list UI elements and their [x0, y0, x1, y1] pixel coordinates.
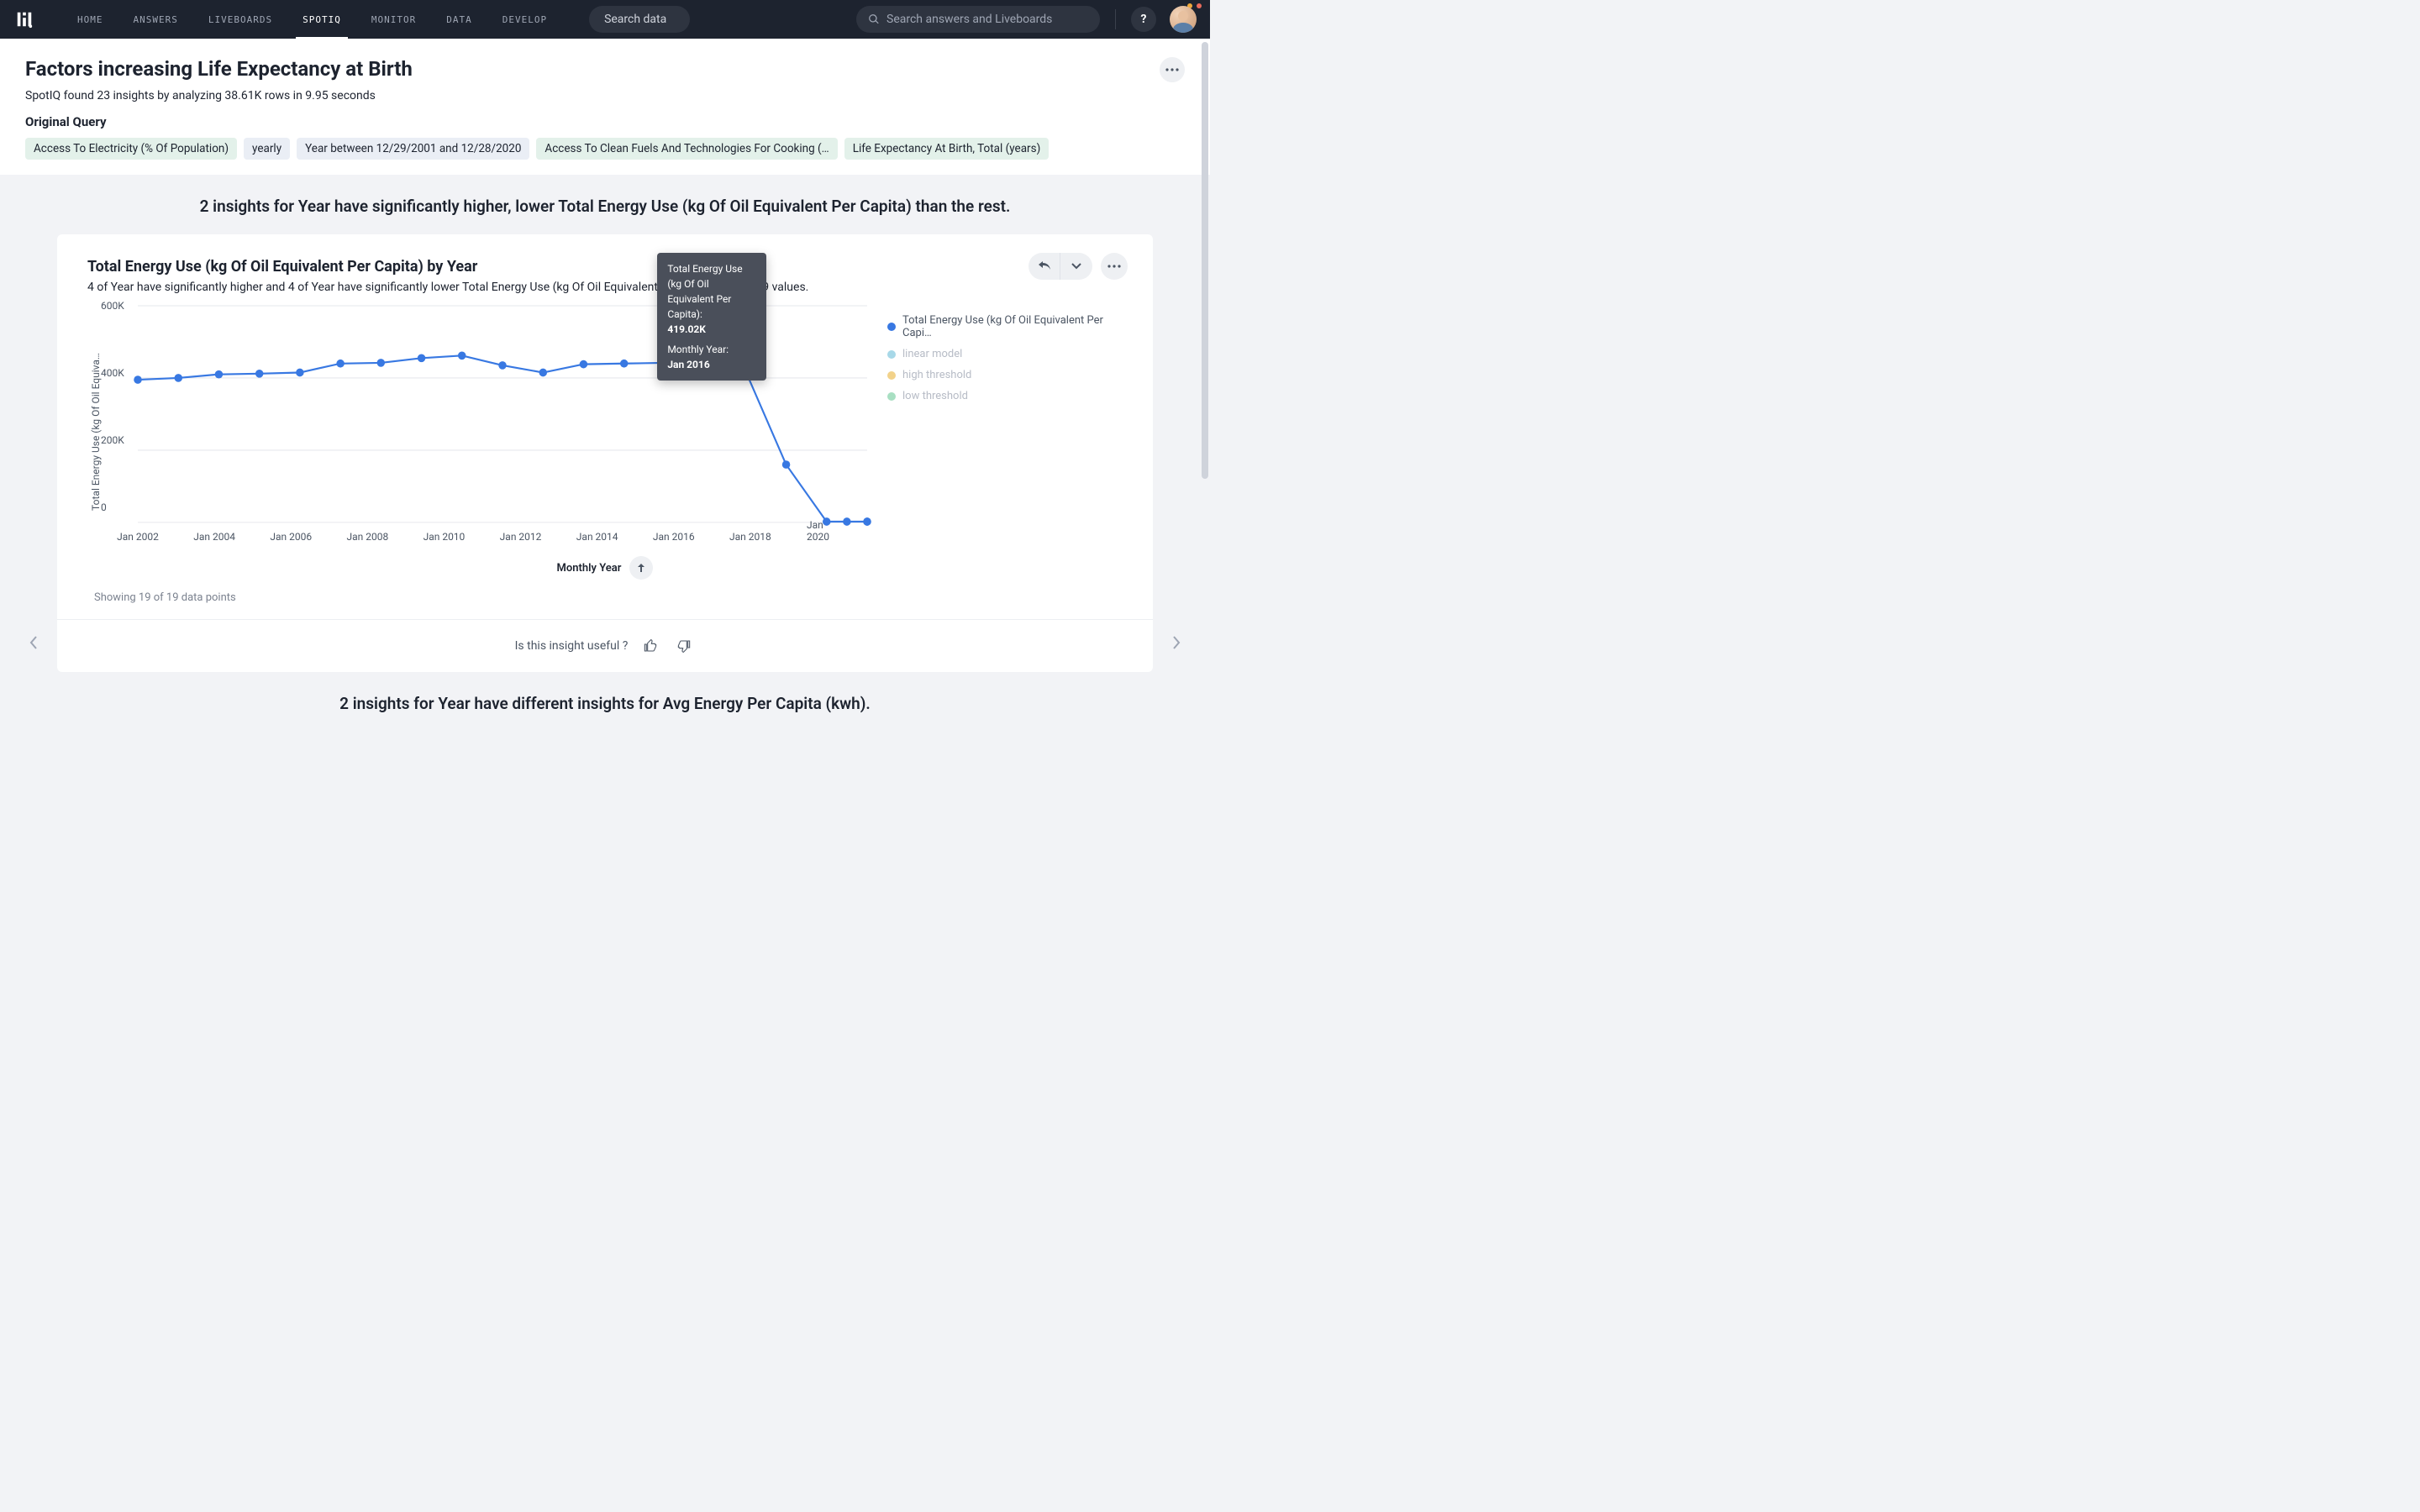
- scrollbar-thumb[interactable]: [1202, 42, 1208, 479]
- nav-tabs: HOMEANSWERSLIVEBOARDSSPOTIQMONITORDATADE…: [62, 0, 562, 39]
- legend-label: high threshold: [902, 369, 971, 381]
- y-axis-label: Total Energy Use (kg Of Oil Equiva…: [90, 348, 102, 516]
- dots-icon: [1107, 265, 1121, 268]
- chart-legend: Total Energy Use (kg Of Oil Equivalent P…: [887, 306, 1123, 558]
- section-title-1: 2 insights for Year have significantly h…: [0, 175, 1210, 234]
- feedback-bar: Is this insight useful ?: [57, 619, 1153, 672]
- page-header: Factors increasing Life Expectancy at Bi…: [0, 39, 1210, 175]
- search-data-label: Search data: [604, 13, 666, 26]
- legend-label: Total Energy Use (kg Of Oil Equivalent P…: [902, 314, 1123, 339]
- legend-label: linear model: [902, 348, 962, 360]
- search-data-button[interactable]: Search data: [589, 6, 690, 33]
- nav-tab-home[interactable]: HOME: [62, 0, 118, 39]
- legend-item[interactable]: Total Energy Use (kg Of Oil Equivalent P…: [887, 314, 1123, 339]
- x-tick: Jan 2008: [346, 531, 388, 543]
- card-subtitle: 4 of Year have significantly higher and …: [87, 281, 1123, 294]
- query-tag[interactable]: Access To Electricity (% Of Population): [25, 138, 237, 160]
- legend-dot: [887, 392, 896, 401]
- nav-tab-develop[interactable]: DEVELOP: [487, 0, 562, 39]
- card-action-pill: [1028, 253, 1092, 280]
- user-avatar[interactable]: [1170, 6, 1197, 33]
- x-axis-label: Monthly Year: [557, 562, 622, 575]
- chart-tooltip: Total Energy Use (kg Of Oil Equivalent P…: [657, 253, 766, 381]
- tooltip-label-2: Monthly Year:: [667, 342, 756, 357]
- page-title: Factors increasing Life Expectancy at Bi…: [25, 57, 1185, 81]
- x-tick: Jan 2010: [424, 531, 466, 543]
- y-tick: 400K: [101, 367, 124, 379]
- x-tick: Jan 2014: [576, 531, 618, 543]
- card-actions: [1028, 253, 1128, 280]
- global-search-input[interactable]: Search answers and Liveboards: [856, 6, 1100, 33]
- sort-button[interactable]: [629, 556, 653, 580]
- thumbs-up-icon: [644, 639, 657, 653]
- chart-footer-note: Showing 19 of 19 data points: [87, 580, 1123, 619]
- thumbs-up-button[interactable]: [639, 635, 661, 657]
- chart-wrap: Total Energy Use (kg Of Oil Equiva… 0 200…: [87, 306, 1123, 558]
- nav-tab-monitor[interactable]: MONITOR: [356, 0, 431, 39]
- x-tick: Jan 2006: [270, 531, 312, 543]
- insight-card: Total Energy Use (kg Of Oil Equivalent P…: [57, 234, 1153, 672]
- undo-button[interactable]: [1028, 253, 1060, 280]
- top-navbar: HOMEANSWERSLIVEBOARDSSPOTIQMONITORDATADE…: [0, 0, 1210, 39]
- nav-tab-spotiq[interactable]: SPOTIQ: [287, 0, 356, 39]
- legend-dot: [887, 350, 896, 359]
- x-tick: Jan 2016: [653, 531, 695, 543]
- legend-dot: [887, 371, 896, 380]
- tooltip-value-2: Jan 2016: [667, 357, 756, 372]
- chevron-down-icon: [1071, 263, 1081, 270]
- legend-item[interactable]: low threshold: [887, 390, 1123, 402]
- chevron-left-icon: [29, 636, 38, 649]
- card-more-button[interactable]: [1101, 253, 1128, 280]
- scrollbar[interactable]: [1202, 42, 1208, 751]
- y-tick: 200K: [101, 434, 124, 446]
- section-title-2: 2 insights for Year have different insig…: [0, 672, 1210, 732]
- chevron-right-icon: [1172, 636, 1181, 649]
- nav-tab-data[interactable]: DATA: [431, 0, 487, 39]
- content-area: 2 insights for Year have significantly h…: [0, 175, 1210, 748]
- global-search-placeholder: Search answers and Liveboards: [886, 13, 1052, 26]
- y-tick: 600K: [101, 300, 124, 312]
- original-query-label: Original Query: [25, 114, 1185, 129]
- brand-logo[interactable]: [13, 8, 35, 30]
- legend-dot: [887, 323, 896, 331]
- next-insight-button[interactable]: [1166, 633, 1186, 653]
- query-tag[interactable]: Access To Clean Fuels And Technologies F…: [536, 138, 837, 160]
- query-tag[interactable]: Year between 12/29/2001 and 12/28/2020: [297, 138, 529, 160]
- topbar-divider: [1115, 9, 1116, 29]
- help-icon: ?: [1141, 13, 1147, 26]
- x-tick: Jan 2020: [807, 519, 847, 543]
- page-more-button[interactable]: [1160, 57, 1185, 82]
- prev-insight-button[interactable]: [24, 633, 44, 653]
- page-subline: SpotIQ found 23 insights by analyzing 38…: [25, 89, 1185, 102]
- legend-item[interactable]: linear model: [887, 348, 1123, 360]
- y-tick: 0: [101, 501, 107, 513]
- x-tick: Jan 2004: [193, 531, 235, 543]
- tooltip-label-1: Total Energy Use (kg Of Oil Equivalent P…: [667, 261, 756, 322]
- help-button[interactable]: ?: [1131, 7, 1156, 32]
- undo-icon: [1038, 260, 1051, 272]
- thumbs-down-icon: [677, 639, 691, 653]
- nav-tab-liveboards[interactable]: LIVEBOARDS: [193, 0, 287, 39]
- x-tick: Jan 2002: [117, 531, 159, 543]
- query-tag[interactable]: Life Expectancy At Birth, Total (years): [844, 138, 1050, 160]
- tooltip-value-1: 419.02K: [667, 322, 756, 337]
- legend-item[interactable]: high threshold: [887, 369, 1123, 381]
- thumbs-down-button[interactable]: [673, 635, 695, 657]
- dots-icon: [1165, 68, 1179, 71]
- x-axis-label-row: Monthly Year: [87, 556, 1123, 580]
- nav-tab-answers[interactable]: ANSWERS: [118, 0, 193, 39]
- x-tick: Jan 2018: [729, 531, 771, 543]
- search-icon: [868, 13, 880, 25]
- dropdown-button[interactable]: [1060, 253, 1092, 280]
- arrow-up-icon: [637, 563, 645, 573]
- query-tags: Access To Electricity (% Of Population) y…: [25, 138, 1185, 160]
- feedback-question: Is this insight useful ?: [515, 639, 629, 653]
- legend-label: low threshold: [902, 390, 968, 402]
- card-title: Total Energy Use (kg Of Oil Equivalent P…: [87, 258, 1123, 276]
- query-tag[interactable]: yearly: [244, 138, 290, 160]
- x-tick: Jan 2012: [500, 531, 542, 543]
